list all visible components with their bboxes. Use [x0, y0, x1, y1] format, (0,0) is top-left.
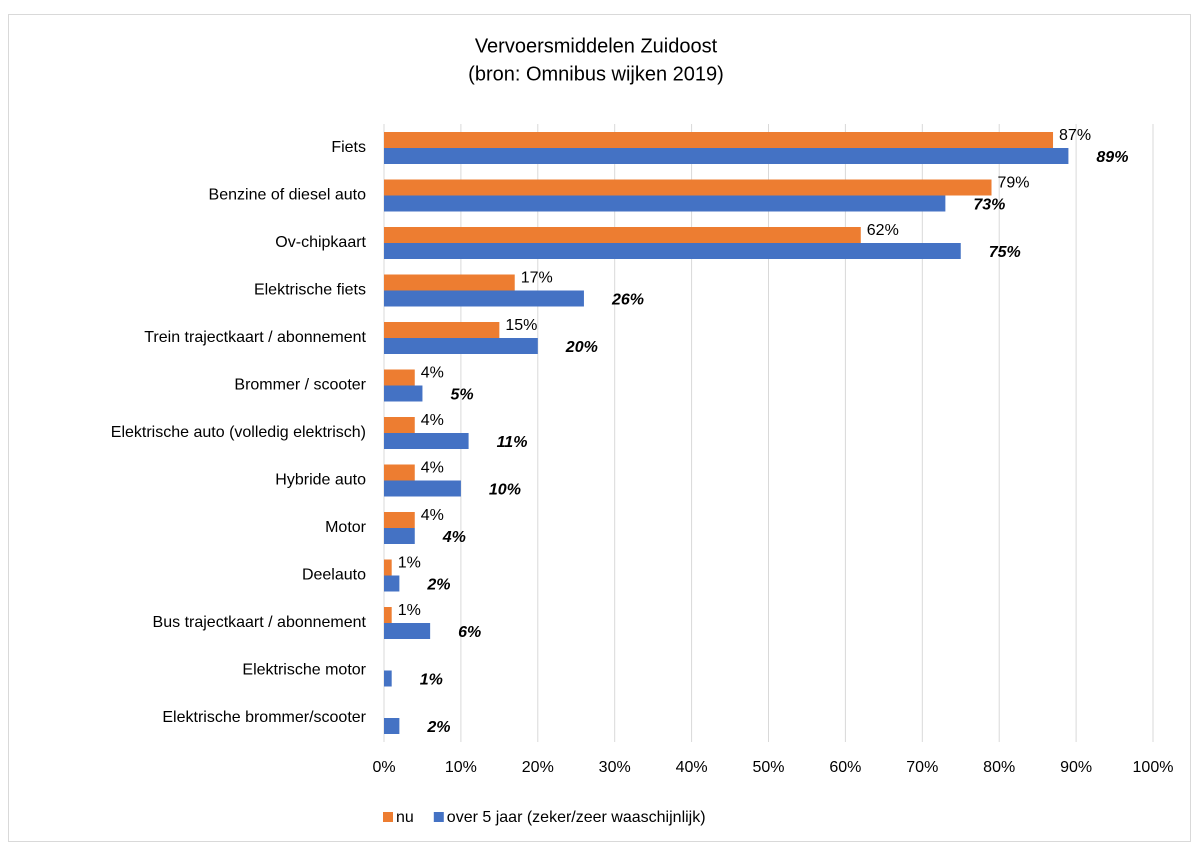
y-tick-label: Elektrische brommer/scooter: [162, 709, 366, 726]
bar: [384, 528, 415, 544]
data-label: 62%: [867, 222, 899, 239]
x-tick-label: 0%: [372, 759, 395, 776]
bar: [384, 718, 400, 734]
y-tick-label: Benzine of diesel auto: [209, 187, 367, 204]
bar: [384, 195, 946, 212]
y-tick-label: Deelauto: [302, 567, 366, 584]
x-tick-label: 80%: [983, 759, 1015, 776]
bar: [384, 417, 415, 433]
legend-label: nu: [396, 809, 414, 826]
y-tick-label: Ov-chipkaart: [275, 234, 366, 251]
legend-label: over 5 jaar (zeker/zeer waaschijnlijk): [447, 809, 706, 826]
data-label: 4%: [442, 529, 466, 546]
y-tick-label: Trein trajectkaart / abonnement: [144, 329, 366, 346]
data-label: 26%: [611, 292, 644, 309]
bar: [384, 148, 1069, 164]
legend-swatch: [433, 812, 444, 822]
x-tick-label: 50%: [752, 759, 784, 776]
x-tick-label: 100%: [1133, 759, 1174, 776]
data-label: 4%: [421, 460, 444, 477]
data-label: 2%: [426, 719, 450, 736]
bar: [384, 369, 415, 386]
x-tick-label: 10%: [445, 759, 477, 776]
bar: [384, 559, 392, 576]
data-label: 4%: [421, 412, 444, 429]
data-label: 17%: [521, 270, 553, 287]
data-label: 5%: [450, 387, 473, 404]
bar: [384, 607, 392, 623]
data-label: 87%: [1059, 127, 1091, 144]
bar: [384, 227, 861, 243]
data-label: 20%: [565, 339, 598, 356]
data-label: 4%: [421, 507, 444, 524]
data-label: 1%: [398, 555, 421, 572]
bar: [384, 512, 415, 528]
bar: [384, 623, 431, 639]
data-label: 10%: [489, 482, 521, 499]
x-tick-label: 60%: [829, 759, 861, 776]
bar: [384, 433, 469, 449]
bar: [384, 385, 423, 402]
bar: [384, 132, 1054, 148]
chart-title: Vervoersmiddelen Zuidoost: [475, 35, 718, 57]
legend-swatch: [383, 812, 393, 822]
chart-subtitle: (bron: Omnibus wijken 2019): [468, 63, 724, 85]
x-tick-label: 30%: [599, 759, 631, 776]
data-label: 15%: [505, 317, 537, 334]
bar: [384, 179, 992, 196]
y-tick-label: Brommer / scooter: [234, 377, 366, 394]
bar: [384, 338, 538, 354]
bar: [384, 243, 961, 259]
data-label: 1%: [420, 672, 443, 689]
data-label: 73%: [973, 197, 1005, 214]
data-label: 79%: [998, 175, 1030, 192]
bar: [384, 480, 461, 497]
x-tick-label: 20%: [522, 759, 554, 776]
data-label: 2%: [426, 577, 450, 594]
data-label: 89%: [1096, 149, 1128, 166]
x-tick-label: 70%: [906, 759, 938, 776]
y-tick-label: Bus trajectkaart / abonnement: [153, 614, 367, 631]
x-tick-label: 90%: [1060, 759, 1092, 776]
bar: [384, 464, 415, 481]
data-label: 6%: [458, 624, 481, 641]
bar: [384, 575, 400, 592]
y-tick-label: Elektrische fiets: [254, 282, 366, 299]
data-label: 75%: [989, 244, 1021, 261]
bar: [384, 322, 500, 338]
y-tick-label: Hybride auto: [275, 472, 366, 489]
y-tick-label: Elektrische motor: [242, 662, 366, 679]
y-tick-label: Fiets: [331, 139, 366, 156]
data-label: 11%: [497, 434, 528, 451]
data-label: 4%: [421, 365, 444, 382]
x-tick-label: 40%: [676, 759, 708, 776]
bar: [384, 274, 515, 291]
bar: [384, 670, 392, 687]
bar: [384, 290, 584, 307]
y-tick-label: Elektrische auto (volledig elektrisch): [111, 424, 366, 441]
y-tick-label: Motor: [325, 519, 367, 536]
data-label: 1%: [398, 602, 421, 619]
